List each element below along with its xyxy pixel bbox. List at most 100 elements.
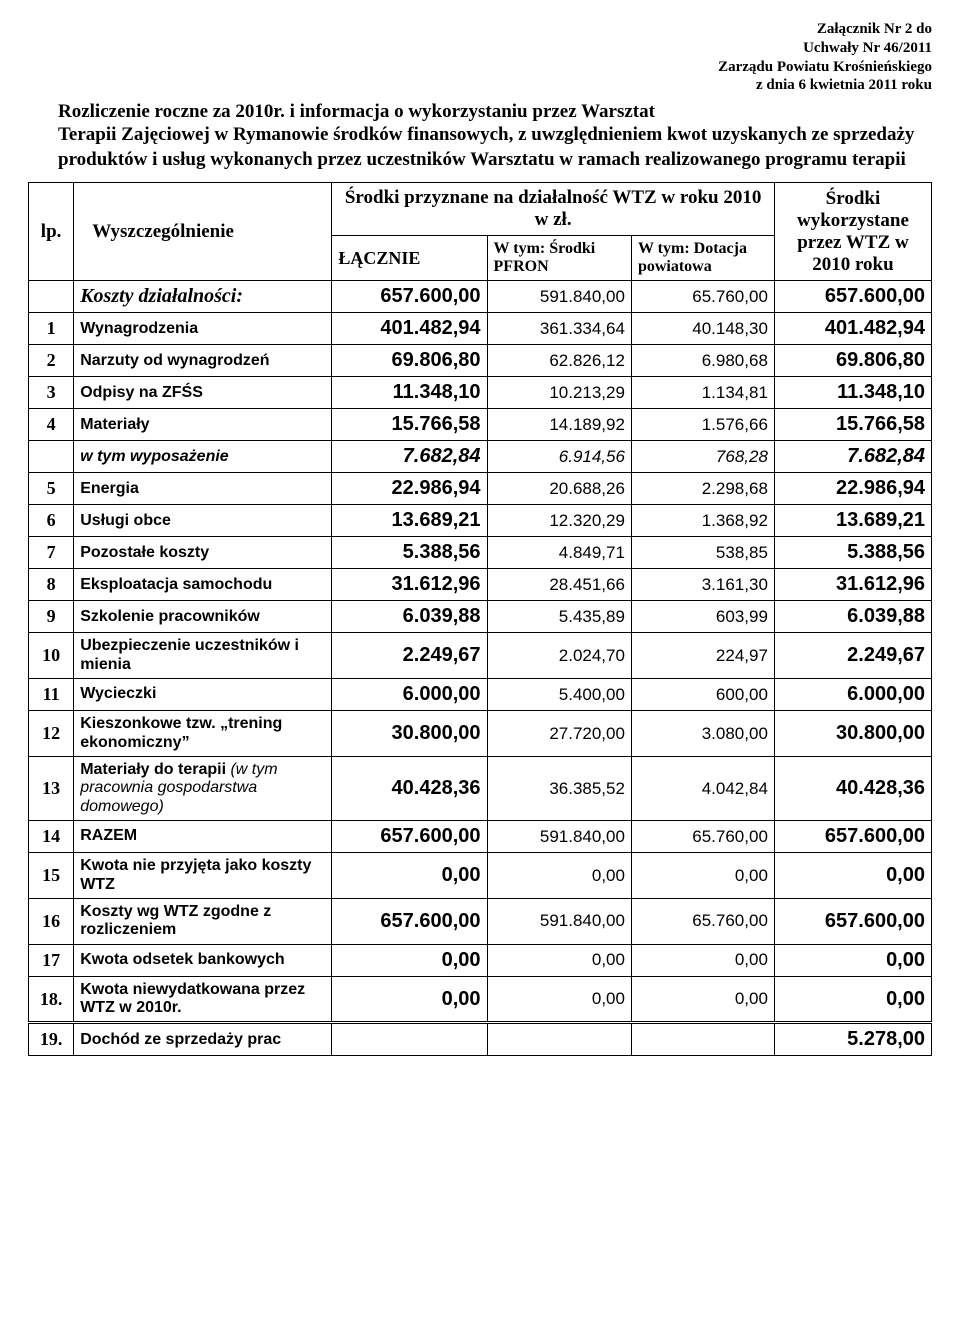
table-row: 3Odpisy na ZFŚS11.348,1010.213,291.134,8… xyxy=(29,377,932,409)
cell-name: Energia xyxy=(74,473,332,505)
cell-lp: 7 xyxy=(29,537,74,569)
cell-lp: 2 xyxy=(29,345,74,377)
cell-value: 36.385,52 xyxy=(487,756,631,820)
cell-value: 69.806,80 xyxy=(332,345,487,377)
cell-value: 361.334,64 xyxy=(487,313,631,345)
table-row: 11Wycieczki6.000,005.400,00600,006.000,0… xyxy=(29,679,932,711)
cell-value: 5.278,00 xyxy=(774,1023,931,1056)
table-row: 14RAZEM657.600,00591.840,0065.760,00657.… xyxy=(29,821,932,853)
cell-value: 15.766,58 xyxy=(332,409,487,441)
cell-value: 0,00 xyxy=(631,853,774,899)
section-subsidy: 65.760,00 xyxy=(631,281,774,313)
cell-lp: 9 xyxy=(29,601,74,633)
cell-value: 0,00 xyxy=(332,976,487,1023)
cell-name: Eksploatacja samochodu xyxy=(74,569,332,601)
cell-value: 600,00 xyxy=(631,679,774,711)
cell-name: Usługi obce xyxy=(74,505,332,537)
cell-value: 2.249,67 xyxy=(774,633,931,679)
section-lp-empty xyxy=(29,281,74,313)
table-row: 17Kwota odsetek bankowych0,000,000,000,0… xyxy=(29,944,932,976)
cell-value: 0,00 xyxy=(487,853,631,899)
cell-value: 224,97 xyxy=(631,633,774,679)
cell-value: 10.213,29 xyxy=(487,377,631,409)
cell-value: 0,00 xyxy=(631,976,774,1023)
cell-value xyxy=(487,1023,631,1056)
cell-value: 31.612,96 xyxy=(332,569,487,601)
header-lp: lp. xyxy=(29,183,74,281)
table-row: 2Narzuty od wynagrodzeń69.806,8062.826,1… xyxy=(29,345,932,377)
cell-name: Wynagrodzenia xyxy=(74,313,332,345)
cell-name: Dochód ze sprzedaży prac xyxy=(74,1023,332,1056)
cell-name: Ubezpieczenie uczestników i mienia xyxy=(74,633,332,679)
cell-value: 40.148,30 xyxy=(631,313,774,345)
table-header-row-1: lp. Wyszczególnienie Środki przyznane na… xyxy=(29,183,932,236)
table-row: 4Materiały15.766,5814.189,921.576,6615.7… xyxy=(29,409,932,441)
cell-name: Pozostałe koszty xyxy=(74,537,332,569)
header-subsidy: W tym: Dotacja powiatowa xyxy=(631,236,774,281)
attachment-line-2: Uchwały Nr 46/2011 xyxy=(28,39,932,58)
cell-value: 401.482,94 xyxy=(774,313,931,345)
table-row: 5Energia22.986,9420.688,262.298,6822.986… xyxy=(29,473,932,505)
cell-value: 591.840,00 xyxy=(487,898,631,944)
attachment-line-3: Zarządu Powiatu Krośnieńskiego xyxy=(28,58,932,77)
cell-value: 657.600,00 xyxy=(332,898,487,944)
cell-lp: 16 xyxy=(29,898,74,944)
cell-value: 31.612,96 xyxy=(774,569,931,601)
cell-lp: 13 xyxy=(29,756,74,820)
cell-name: Koszty wg WTZ zgodne z rozliczeniem xyxy=(74,898,332,944)
table-row: 8Eksploatacja samochodu31.612,9628.451,6… xyxy=(29,569,932,601)
section-pfron: 591.840,00 xyxy=(487,281,631,313)
table-row: 15Kwota nie przyjęta jako koszty WTZ0,00… xyxy=(29,853,932,899)
section-costs-label: Koszty działalności: xyxy=(74,281,332,313)
cell-value: 3.161,30 xyxy=(631,569,774,601)
header-specification: Wyszczególnienie xyxy=(74,183,332,281)
cell-value: 65.760,00 xyxy=(631,898,774,944)
cell-value: 1.368,92 xyxy=(631,505,774,537)
cell-lp: 15 xyxy=(29,853,74,899)
cell-name: Narzuty od wynagrodzeń xyxy=(74,345,332,377)
cell-name: Odpisy na ZFŚS xyxy=(74,377,332,409)
header-used-funds: Środki wykorzystane przez WTZ w 2010 rok… xyxy=(774,183,931,281)
settlement-table: lp. Wyszczególnienie Środki przyznane na… xyxy=(28,182,932,1056)
cell-value: 0,00 xyxy=(332,944,487,976)
cell-value: 768,28 xyxy=(631,441,774,473)
attachment-block: Załącznik Nr 2 do Uchwały Nr 46/2011 Zar… xyxy=(28,20,932,95)
cell-value: 15.766,58 xyxy=(774,409,931,441)
table-row: 10Ubezpieczenie uczestników i mienia2.24… xyxy=(29,633,932,679)
cell-value: 22.986,94 xyxy=(774,473,931,505)
header-total: ŁĄCZNIE xyxy=(332,236,487,281)
cell-lp: 18. xyxy=(29,976,74,1023)
cell-value: 13.689,21 xyxy=(332,505,487,537)
header-pfron: W tym: Środki PFRON xyxy=(487,236,631,281)
cell-value: 69.806,80 xyxy=(774,345,931,377)
cell-value: 22.986,94 xyxy=(332,473,487,505)
cell-lp: 12 xyxy=(29,711,74,757)
table-row: 7Pozostałe koszty5.388,564.849,71538,855… xyxy=(29,537,932,569)
cell-value: 657.600,00 xyxy=(774,821,931,853)
cell-value: 6.039,88 xyxy=(332,601,487,633)
cell-value: 603,99 xyxy=(631,601,774,633)
cell-value: 0,00 xyxy=(774,976,931,1023)
cell-name: Materiały xyxy=(74,409,332,441)
section-costs-row: Koszty działalności: 657.600,00 591.840,… xyxy=(29,281,932,313)
attachment-line-4: z dnia 6 kwietnia 2011 roku xyxy=(28,76,932,95)
cell-value: 62.826,12 xyxy=(487,345,631,377)
cell-value: 11.348,10 xyxy=(774,377,931,409)
cell-name: w tym wyposażenie xyxy=(74,441,332,473)
cell-value: 5.388,56 xyxy=(774,537,931,569)
cell-value: 30.800,00 xyxy=(774,711,931,757)
cell-lp: 8 xyxy=(29,569,74,601)
cell-value: 40.428,36 xyxy=(774,756,931,820)
cell-lp: 4 xyxy=(29,409,74,441)
table-row: 12Kieszonkowe tzw. „trening ekonomiczny”… xyxy=(29,711,932,757)
cell-value xyxy=(332,1023,487,1056)
cell-lp: 19. xyxy=(29,1023,74,1056)
cell-value: 4.042,84 xyxy=(631,756,774,820)
cell-name: Wycieczki xyxy=(74,679,332,711)
cell-value: 2.298,68 xyxy=(631,473,774,505)
cell-value: 6.039,88 xyxy=(774,601,931,633)
cell-value: 28.451,66 xyxy=(487,569,631,601)
cell-value: 30.800,00 xyxy=(332,711,487,757)
cell-value xyxy=(631,1023,774,1056)
cell-name: Materiały do terapii (w tym pracownia go… xyxy=(74,756,332,820)
